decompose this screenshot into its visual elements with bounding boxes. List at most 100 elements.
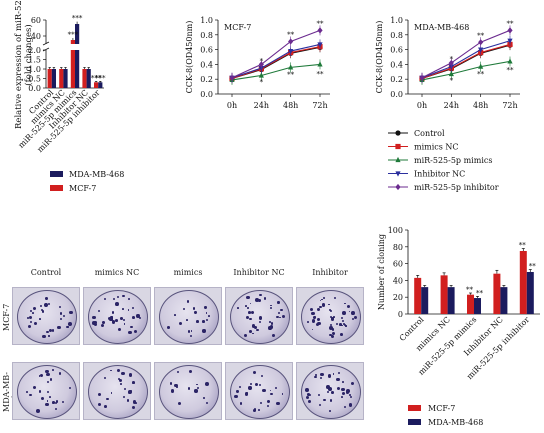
- colony-dot: [329, 333, 332, 337]
- colony-dot: [27, 325, 31, 329]
- series-line: [421, 43, 511, 79]
- culture-plate: [230, 365, 290, 419]
- colony-dish-image: [12, 287, 80, 345]
- colony-dot: [351, 310, 355, 315]
- colony-dot: [319, 377, 322, 380]
- series-line: [231, 29, 321, 79]
- colony-dot: [32, 312, 35, 315]
- chart-title: MDA-MB-468: [414, 23, 469, 32]
- colony-dot: [246, 295, 250, 300]
- data-point: [229, 74, 235, 81]
- colony-dot: [104, 298, 107, 301]
- colony-dot: [341, 319, 345, 323]
- colony-dot: [244, 392, 249, 397]
- colony-dot: [170, 382, 173, 385]
- bar: [51, 69, 56, 88]
- colony-dot: [333, 316, 335, 318]
- colony-dot: [305, 395, 309, 399]
- row-label: MCF-7: [2, 303, 11, 331]
- colony-dot: [234, 394, 238, 398]
- significance-label: *: [450, 55, 454, 63]
- bar: [421, 287, 429, 314]
- colony-dot: [196, 320, 200, 323]
- colony-dot: [110, 369, 112, 372]
- colony-dot: [192, 307, 196, 310]
- colony-dot: [329, 399, 333, 403]
- colony-dot: [254, 326, 257, 329]
- x-tick-label: 0h: [227, 101, 237, 110]
- series-line: [421, 29, 511, 79]
- colony-dot: [258, 316, 263, 320]
- legend-swatch: [408, 405, 421, 411]
- colony-dot: [46, 373, 50, 377]
- significance-label: **: [477, 70, 485, 78]
- colony-dot: [122, 294, 125, 298]
- bar: [447, 287, 455, 314]
- colony-dot: [57, 325, 62, 330]
- colony-dot: [344, 302, 346, 305]
- colony-dot: [264, 297, 267, 300]
- bar: [63, 69, 68, 88]
- colony-dot: [92, 320, 96, 325]
- colony-dot: [275, 387, 278, 390]
- colony-dot: [186, 319, 188, 322]
- colony-dot: [271, 333, 275, 337]
- colony-dot: [327, 303, 330, 306]
- colony-dot: [329, 409, 331, 412]
- column-label: mimics: [173, 268, 203, 277]
- colony-dot: [305, 389, 307, 392]
- significance-label: **: [507, 67, 515, 75]
- colony-dish-image: [154, 362, 222, 420]
- colony-dot: [342, 311, 346, 315]
- y-axis-label: Relative expression of miR-525-5p(fold c…: [14, 0, 34, 129]
- y-tick-label: 80: [393, 243, 403, 252]
- data-point: [288, 64, 294, 70]
- colony-dot: [102, 320, 105, 324]
- data-point: [317, 42, 323, 48]
- colony-dot: [315, 322, 320, 326]
- colony-dot: [341, 387, 345, 392]
- colony-dot: [49, 396, 51, 399]
- colony-dot: [116, 295, 120, 299]
- colony-dot: [94, 322, 98, 326]
- legend-label: mimics NC: [414, 143, 459, 152]
- colony-dot: [41, 310, 45, 314]
- significance-label: **: [529, 262, 537, 270]
- colony-dot: [111, 320, 116, 324]
- legend-label: MCF-7: [428, 404, 455, 413]
- colony-dot: [254, 382, 259, 386]
- colony-dot: [331, 391, 335, 395]
- colony-dot: [329, 315, 333, 319]
- axis-break-mark: [42, 41, 50, 46]
- colony-dot: [51, 329, 55, 332]
- colony-dot: [202, 397, 205, 399]
- legend-marker: [395, 171, 401, 177]
- colony-dot: [107, 316, 111, 321]
- colony-dot: [318, 393, 321, 396]
- colony-dot: [311, 328, 314, 331]
- significance-label: *: [450, 77, 454, 85]
- colony-dot: [346, 304, 351, 309]
- colony-dot: [348, 403, 353, 407]
- colony-dot: [42, 334, 46, 339]
- colony-dot: [119, 317, 123, 320]
- colony-dot: [202, 320, 205, 323]
- colony-dot: [131, 380, 135, 384]
- colony-dish-image: [296, 287, 364, 345]
- colony-dot: [244, 333, 248, 338]
- colony-dot: [248, 330, 252, 333]
- colony-dot: [259, 293, 262, 297]
- colony-dot: [129, 373, 133, 377]
- data-point: [288, 38, 294, 45]
- colony-dot: [251, 324, 255, 328]
- colony-dot: [205, 312, 208, 314]
- colony-dot: [29, 310, 32, 313]
- colony-dot: [337, 372, 340, 375]
- colony-dot: [257, 299, 261, 302]
- y-tick-label: 100: [388, 226, 403, 235]
- significance-label: **: [317, 20, 325, 28]
- colony-dot: [109, 317, 114, 322]
- colony-dot: [116, 368, 120, 372]
- colony-dot: [123, 396, 126, 399]
